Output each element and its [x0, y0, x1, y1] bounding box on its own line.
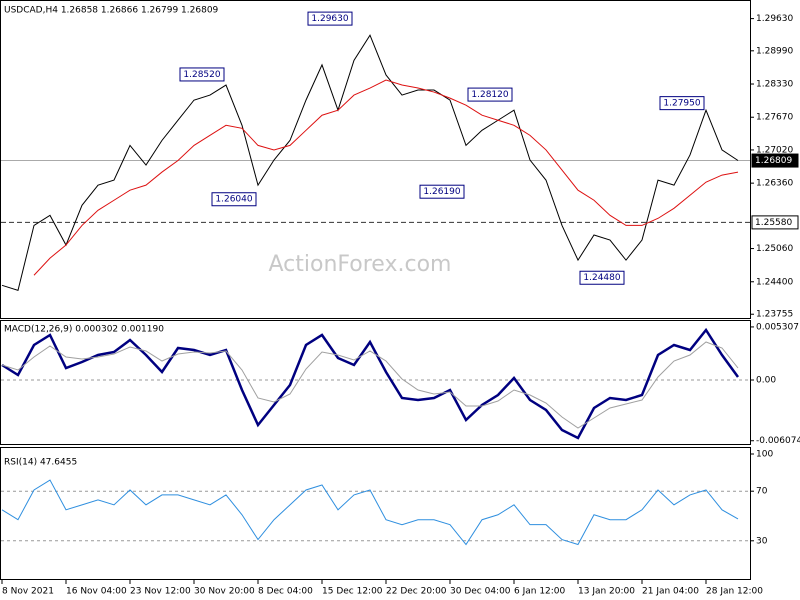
- panel-title: USDCAD,H4 1.26858 1.26866 1.26799 1.2680…: [4, 6, 219, 16]
- annotation-label: 1.29630: [311, 14, 348, 24]
- series-line: [33, 79, 739, 276]
- y-tick-label: 1.29630: [756, 14, 793, 24]
- y-tick-label: 1.28990: [756, 46, 793, 56]
- x-tick-label: 8 Dec 04:00: [258, 587, 313, 597]
- price-tag: [751, 153, 799, 168]
- y-tick-label: 1.26360: [756, 179, 793, 189]
- y-tick-label: 0.00: [756, 376, 776, 386]
- price-tag-label: 1.25580: [755, 218, 792, 228]
- series-line: [1, 479, 739, 546]
- y-tick-label: 70: [756, 487, 768, 497]
- annotation-box: [419, 184, 465, 199]
- y-tick-label: 1.27020: [756, 145, 793, 155]
- y-tick-label: 1.27670: [756, 113, 793, 123]
- annotation-label: 1.26190: [423, 187, 460, 197]
- macd-frame: [0, 320, 751, 445]
- x-tick-label: 16 Nov 04:00: [66, 587, 127, 597]
- series-line: [1, 34, 739, 291]
- y-tick-label: 100: [756, 450, 773, 460]
- rsi-frame: [0, 447, 751, 580]
- x-tick-label: 28 Jan 12:00: [706, 587, 763, 597]
- series-line: [1, 327, 740, 440]
- y-tick-label: 1.24400: [756, 277, 793, 287]
- x-tick-label: 13 Jan 20:00: [578, 587, 635, 597]
- annotation-box: [179, 67, 225, 82]
- annotation-label: 1.24480: [583, 273, 620, 283]
- x-tick-label: 21 Jan 04:00: [642, 587, 699, 597]
- watermark: ActionForex.com: [269, 252, 452, 277]
- y-tick-label: 0.005307: [756, 322, 799, 332]
- annotation-label: 1.26040: [215, 195, 252, 205]
- y-tick-label: 1.28330: [756, 80, 793, 90]
- x-tick-label: 15 Dec 12:00: [322, 587, 383, 597]
- panel-title: RSI(14) 47.6455: [4, 458, 77, 468]
- x-tick-label: 30 Nov 20:00: [194, 587, 255, 597]
- annotation-label: 1.28520: [183, 70, 220, 80]
- annotation-box: [467, 87, 513, 102]
- panel-title: MACD(12,26,9) 0.000302 0.001190: [4, 325, 164, 335]
- annotation-label: 1.27950: [663, 99, 700, 109]
- x-tick-label: 22 Dec 20:00: [386, 587, 447, 597]
- price-tag-label: 1.26809: [755, 156, 792, 166]
- x-tick-label: 23 Nov 12:00: [130, 587, 191, 597]
- x-tick-label: 8 Nov 2021: [2, 587, 54, 597]
- y-tick-label: 30: [756, 536, 768, 546]
- annotation-box: [579, 270, 625, 285]
- annotation-box: [659, 96, 705, 111]
- annotation-box: [307, 11, 353, 26]
- y-tick-label: 1.25060: [756, 244, 793, 254]
- y-tick-label: 1.23755: [756, 310, 793, 320]
- price-tag: [751, 215, 799, 230]
- annotation-box: [211, 192, 257, 207]
- annotation-label: 1.28120: [471, 90, 508, 100]
- x-tick-label: 6 Jan 12:00: [514, 587, 566, 597]
- y-tick-label: -0.006074: [756, 436, 800, 446]
- series-line: [1, 341, 739, 429]
- x-tick-label: 30 Dec 04:00: [450, 587, 511, 597]
- price-frame: [0, 0, 751, 319]
